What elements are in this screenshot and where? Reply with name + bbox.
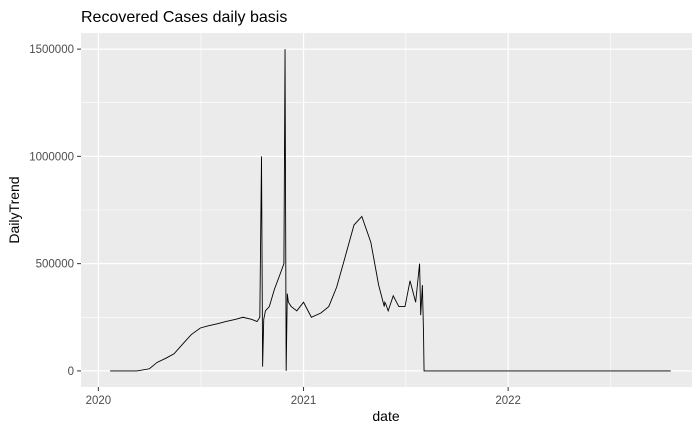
- series-layer: [110, 49, 671, 372]
- x-tick-label: 2022: [495, 395, 521, 407]
- y-tick-label: 0: [68, 366, 74, 378]
- y-tick-label: 1000000: [29, 151, 74, 163]
- y-tick-label: 500000: [36, 259, 74, 271]
- x-tick-label: 2021: [291, 395, 317, 407]
- y-axis: 0 500000 1000000 1500000: [29, 44, 81, 378]
- x-axis-title: date: [372, 408, 399, 424]
- y-tick-label: 1500000: [29, 44, 74, 56]
- series-line-0: [110, 49, 671, 372]
- x-axis: 2020 2021 2022: [86, 387, 521, 407]
- y-axis-title: DailyTrend: [6, 176, 22, 243]
- x-tick-label: 2020: [86, 395, 112, 407]
- chart-title: Recovered Cases daily basis: [81, 9, 287, 26]
